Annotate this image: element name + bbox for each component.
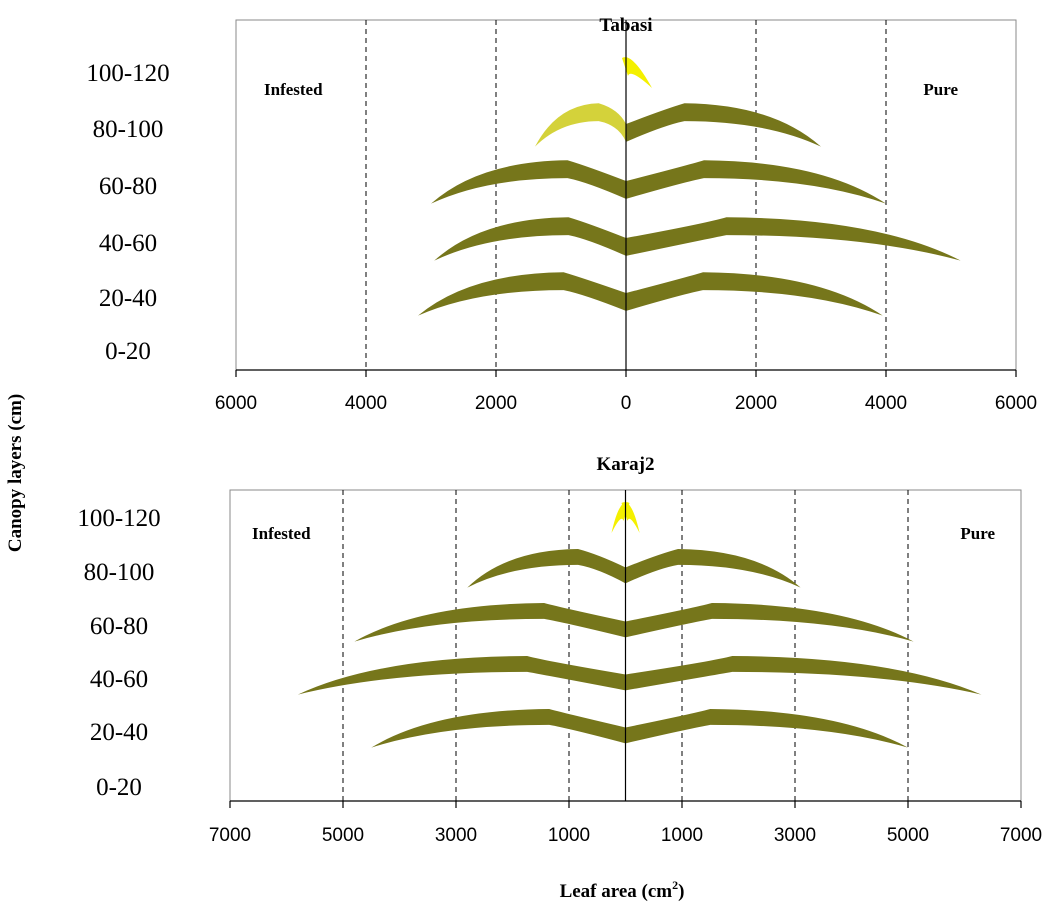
bar-infested-60-80 — [431, 160, 626, 204]
bar-pure-60-80 — [625, 603, 914, 642]
y-axis-label: Canopy layers (cm) — [5, 394, 26, 552]
x-tick-label: 6000 — [995, 393, 1037, 414]
x-tick-label: 1000 — [661, 825, 703, 846]
layer-label: 80-100 — [84, 559, 155, 586]
bar-pure-20-40 — [625, 709, 908, 748]
x-tick-label: 3000 — [435, 825, 477, 846]
infested-label: Infested — [252, 524, 311, 543]
x-axis-label-main: Leaf area (cm — [560, 881, 673, 902]
layer-label: 20-40 — [99, 285, 157, 312]
x-tick-label: 6000 — [215, 393, 257, 414]
bar-infested-20-40 — [418, 272, 626, 316]
layer-label: 100-120 — [77, 505, 160, 532]
bar-pure-80-100 — [625, 549, 801, 588]
x-tick-label: 4000 — [865, 393, 907, 414]
x-tick-label: 4000 — [345, 393, 387, 414]
x-tick-label: 2000 — [475, 393, 517, 414]
layer-label: 100-120 — [86, 60, 169, 87]
x-tick-label: 5000 — [322, 825, 364, 846]
x-tick-label: 7000 — [209, 825, 251, 846]
x-axis-label: Leaf area (cm2) — [560, 878, 685, 902]
bar-100-120-tip — [622, 57, 652, 88]
x-axis-label-end: ) — [678, 881, 684, 902]
x-tick-label: 7000 — [1000, 825, 1042, 846]
karaj2-chart-panel: Karaj2 Infested Pure 100-120 80-100 60-80 40-6… — [77, 454, 1042, 846]
x-tick-label: 3000 — [774, 825, 816, 846]
layer-label: 40-60 — [99, 230, 157, 257]
layer-label: 60-80 — [99, 173, 157, 200]
bar-infested-40-60 — [297, 656, 626, 695]
bar-infested-40-60 — [434, 217, 626, 261]
infested-label: Infested — [264, 80, 323, 99]
layer-label: 0-20 — [105, 338, 151, 365]
layer-label: 0-20 — [96, 774, 142, 801]
x-axis-label-superscript: 2 — [672, 878, 678, 892]
layer-label: 40-60 — [90, 666, 148, 693]
bar-pure-80-100 — [626, 103, 821, 147]
x-tick-label: 2000 — [735, 393, 777, 414]
x-tick-label: 5000 — [887, 825, 929, 846]
pure-label: Pure — [923, 80, 958, 99]
chart-title: Karaj2 — [596, 454, 654, 475]
bar-infested-80-100 — [535, 103, 626, 147]
bar-pure-60-80 — [626, 160, 886, 204]
bar-infested-80-100 — [467, 549, 626, 588]
layer-label: 60-80 — [90, 613, 148, 640]
x-tick-label: 0 — [621, 393, 632, 414]
layer-label: 80-100 — [93, 116, 164, 143]
bar-infested-20-40 — [371, 709, 626, 748]
bar-infested-60-80 — [354, 603, 626, 642]
x-tick-label: 1000 — [548, 825, 590, 846]
layer-label: 20-40 — [90, 719, 148, 746]
bar-pure-40-60 — [626, 217, 961, 261]
pure-label: Pure — [960, 524, 995, 543]
bar-pure-20-40 — [626, 272, 883, 316]
bar-pure-40-60 — [625, 656, 982, 695]
